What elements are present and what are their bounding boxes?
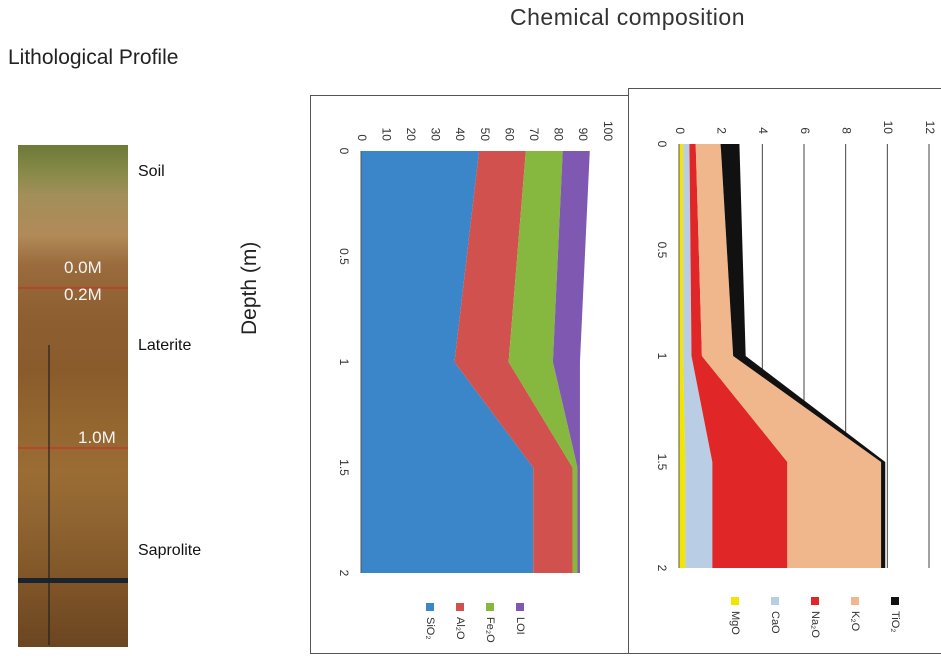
minor-legend-swatch-k2o xyxy=(851,597,859,605)
photo-label-0-0m: 0.0M xyxy=(64,258,102,277)
minor-legend-swatch-tio2 xyxy=(891,597,899,605)
minor-legend-label-k2o: K₂O xyxy=(849,611,861,632)
major-value-tick-label: 50 xyxy=(478,128,492,142)
minor-value-tick-label: 0 xyxy=(673,127,687,134)
minor-value-tick-label: 10 xyxy=(881,121,895,135)
minor-value-tick-label: 8 xyxy=(839,127,853,134)
minor-oxides-panel: 0 2 4 6 8 10 12 0 0.5 1 1.5 2 MgO CaO Na₂O K₂O TiO₂ xyxy=(628,88,941,654)
major-depth-tick-label: 0 xyxy=(337,148,351,155)
major-legend-swatch-fe2o3 xyxy=(486,603,494,611)
minor-legend-label-mgo: MgO xyxy=(729,611,741,635)
zone-label-saprolite: Saprolite xyxy=(138,542,202,559)
major-area-fe2o3 xyxy=(508,151,578,573)
boundary-line-0-2m xyxy=(18,287,128,289)
boundary-line-1-0m xyxy=(18,447,128,449)
major-depth-tick-label: 0.5 xyxy=(337,248,351,265)
major-legend-swatch-sio2 xyxy=(426,603,434,611)
major-value-tick-label: 70 xyxy=(527,128,541,142)
major-value-tick-label: 90 xyxy=(576,128,590,142)
minor-legend-swatch-na2o xyxy=(811,597,819,605)
major-value-tick-label: 20 xyxy=(404,128,418,142)
major-legend-label-fe2o3: Fe₂O xyxy=(484,617,496,643)
minor-depth-tick-label: 1 xyxy=(655,353,669,360)
major-area-loi xyxy=(552,151,590,573)
major-value-tick-label: 40 xyxy=(453,128,467,142)
photo-tape-line xyxy=(48,345,50,645)
minor-oxides-chart: 0 2 4 6 8 10 12 0 0.5 1 1.5 2 MgO CaO Na₂O K₂O TiO₂ xyxy=(655,121,937,639)
minor-legend-swatch-mgo xyxy=(731,597,739,605)
minor-legend-label-na2o: Na₂O xyxy=(809,611,821,638)
photo-label-0-2m: 0.2M xyxy=(64,285,102,304)
major-legend-label-sio2: SiO₂ xyxy=(424,617,436,640)
minor-depth-tick-label: 0.5 xyxy=(655,242,669,259)
minor-depth-tick-label: 0 xyxy=(655,141,669,148)
photo-base-line xyxy=(18,578,128,583)
major-legend-label-al2o3: Al₂O xyxy=(454,617,466,640)
major-area-al2o3 xyxy=(454,151,573,573)
lithology-title: Lithological Profile xyxy=(8,46,179,69)
major-depth-tick-label: 2 xyxy=(337,570,351,577)
zone-label-soil: Soil xyxy=(138,163,165,180)
major-value-tick-label: 0 xyxy=(355,134,369,141)
major-value-tick-label: 100 xyxy=(601,121,615,141)
soil-profile-photo: 0.0M 0.2M 1.0M xyxy=(18,145,128,647)
major-value-tick-label: 30 xyxy=(429,128,443,142)
minor-legend-swatch-cao xyxy=(771,597,779,605)
depth-axis-label: Depth (m) xyxy=(238,241,261,335)
minor-area-k2o xyxy=(695,144,882,568)
major-value-tick-label: 60 xyxy=(502,128,516,142)
major-depth-tick-label: 1 xyxy=(337,359,351,366)
minor-depth-tick-label: 1.5 xyxy=(655,454,669,471)
major-legend-label-loi: LOI xyxy=(514,617,526,635)
major-value-tick-label: 10 xyxy=(379,128,393,142)
major-value-tick-label: 80 xyxy=(552,128,566,142)
major-oxides-chart: 0 10 20 30 40 50 60 70 80 90 100 0 0.5 1 1.5 2 SiO₂ Al₂O F… xyxy=(337,121,615,643)
major-depth-tick-label: 1.5 xyxy=(337,459,351,476)
major-oxides-panel: 0 10 20 30 40 50 60 70 80 90 100 0 0.5 1 1.5 2 SiO₂ Al₂O F… xyxy=(310,95,630,654)
minor-area-tio2 xyxy=(720,144,886,568)
minor-value-tick-label: 6 xyxy=(798,127,812,134)
minor-value-tick-label: 12 xyxy=(923,121,937,135)
minor-area-na2o xyxy=(689,144,788,568)
minor-legend-label-tio2: TiO₂ xyxy=(889,611,901,633)
minor-value-tick-label: 2 xyxy=(714,127,728,134)
zone-label-laterite: Laterite xyxy=(138,337,192,354)
major-legend-swatch-loi xyxy=(516,603,524,611)
major-area-sio2 xyxy=(361,151,534,573)
minor-value-tick-label: 4 xyxy=(756,127,770,134)
major-legend-swatch-al2o3 xyxy=(456,603,464,611)
minor-legend-label-cao: CaO xyxy=(769,611,781,634)
minor-area-cao xyxy=(683,144,713,568)
minor-depth-tick-label: 2 xyxy=(655,565,669,572)
photo-label-1-0m: 1.0M xyxy=(78,428,116,447)
minor-area-mgo xyxy=(679,144,686,568)
chart-title: Chemical composition xyxy=(510,4,745,30)
